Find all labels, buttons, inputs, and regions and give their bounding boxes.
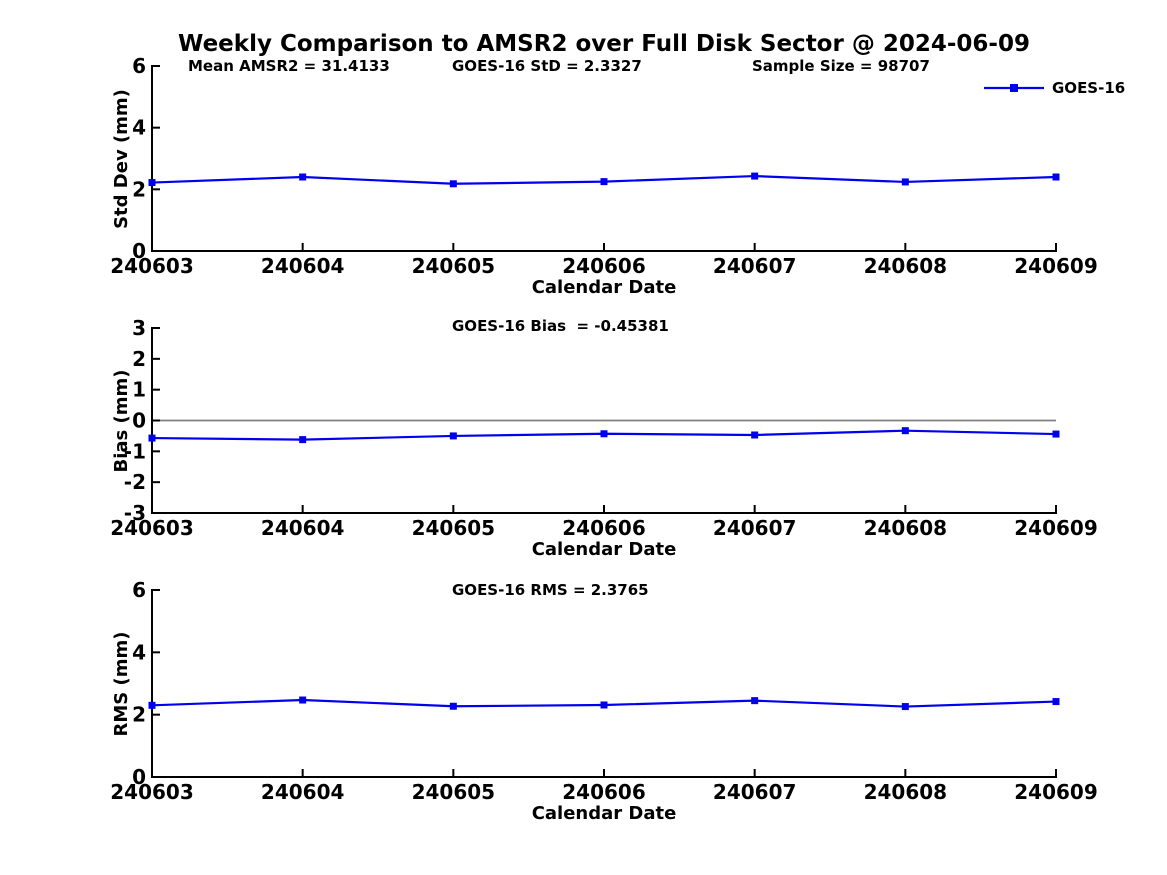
- x-tick-label: 240607: [713, 254, 797, 278]
- x-tick-label: 240605: [412, 254, 496, 278]
- x-tick-label: 240604: [261, 254, 345, 278]
- y-tick-label: 1: [132, 378, 146, 402]
- x-tick-label: 240608: [864, 516, 948, 540]
- data-line: [151, 174, 1057, 185]
- sample-size-annotation: Sample Size = 98707: [752, 57, 930, 75]
- x-tick-label: 240609: [1014, 254, 1098, 278]
- y-tick-label: 3: [132, 316, 146, 340]
- data-point-marker: [449, 702, 457, 710]
- goes16-std-annotation: GOES-16 StD = 2.3327: [452, 57, 642, 75]
- x-tick-label: 240606: [562, 780, 646, 804]
- data-point-marker: [299, 436, 307, 444]
- data-point-marker: [751, 172, 759, 180]
- rms-y-axis-label: RMS (mm): [111, 631, 132, 737]
- data-line: [151, 429, 1057, 441]
- data-point-marker: [901, 703, 909, 711]
- data-point-marker: [600, 430, 608, 438]
- y-tick-label: 6: [132, 578, 146, 602]
- y-tick-label: 2: [132, 703, 146, 727]
- x-tick-label: 240605: [412, 516, 496, 540]
- y-tick-label: 4: [132, 640, 146, 664]
- figure-title: Weekly Comparison to AMSR2 over Full Dis…: [178, 31, 1030, 57]
- goes16-rms-annotation: GOES-16 RMS = 2.3765: [452, 581, 649, 599]
- x-tick-label: 240605: [412, 780, 496, 804]
- legend: GOES-16: [983, 80, 1125, 96]
- data-point-marker: [1052, 430, 1060, 438]
- data-point-marker: [148, 179, 156, 187]
- y-tick-label: 0: [132, 409, 146, 433]
- goes16-bias-annotation: GOES-16 Bias = -0.45381: [452, 317, 669, 335]
- legend-line-sample-icon: [984, 84, 1044, 92]
- x-tick-label: 240607: [713, 516, 797, 540]
- data-point-marker: [1052, 698, 1060, 706]
- data-point-marker: [299, 696, 307, 704]
- data-point-marker: [449, 432, 457, 440]
- bias-y-axis-label: Bias (mm): [111, 369, 132, 473]
- rms-x-axis-label: Calendar Date: [531, 803, 677, 824]
- data-point-marker: [449, 180, 457, 188]
- y-tick-label: 4: [132, 116, 146, 140]
- x-tick-label: 240609: [1014, 780, 1098, 804]
- data-point-marker: [901, 427, 909, 435]
- x-tick-label: 240604: [261, 516, 345, 540]
- x-tick-label: 240608: [864, 780, 948, 804]
- x-tick-label: 240606: [562, 516, 646, 540]
- x-tick-label: 240604: [261, 780, 345, 804]
- x-tick-label: 240608: [864, 254, 948, 278]
- data-point-marker: [1052, 173, 1060, 181]
- data-point-marker: [600, 178, 608, 186]
- y-tick-label: 0: [132, 239, 146, 263]
- data-point-marker: [751, 697, 759, 705]
- y-tick-label: 2: [132, 177, 146, 201]
- y-tick-label: 2: [132, 347, 146, 371]
- data-point-marker: [751, 431, 759, 439]
- y-tick-label: 6: [132, 54, 146, 78]
- legend-label: GOES-16: [1052, 78, 1126, 97]
- legend-marker-icon: [1010, 84, 1018, 92]
- data-point-marker: [148, 434, 156, 442]
- y-tick-label: 0: [132, 765, 146, 789]
- x-tick-label: 240609: [1014, 516, 1098, 540]
- data-point-marker: [299, 173, 307, 181]
- mean-amsr2-annotation: Mean AMSR2 = 31.4133: [188, 57, 390, 75]
- bias-x-axis-label: Calendar Date: [531, 539, 677, 560]
- data-point-marker: [600, 701, 608, 709]
- data-line: [151, 698, 1057, 708]
- stddev-y-axis-label: Std Dev (mm): [111, 89, 132, 229]
- data-point-marker: [148, 701, 156, 709]
- x-tick-label: 240606: [562, 254, 646, 278]
- stddev-x-axis-label: Calendar Date: [531, 277, 677, 298]
- x-tick-label: 240607: [713, 780, 797, 804]
- data-point-marker: [901, 178, 909, 186]
